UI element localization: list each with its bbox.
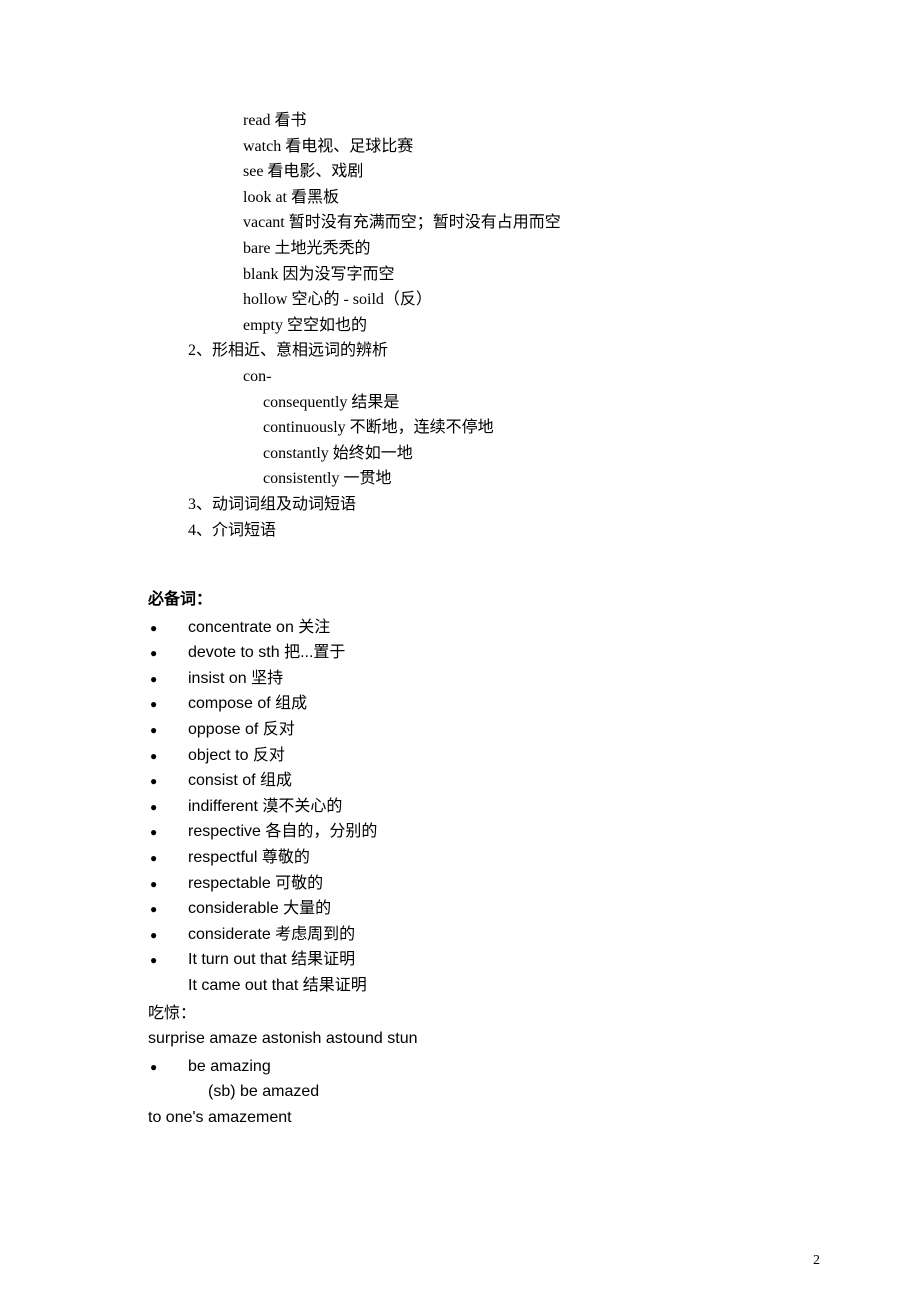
- surprise-title: 吃惊：: [148, 1001, 820, 1027]
- con-word: constantly 始终如一地: [263, 441, 820, 467]
- page-number: 2: [813, 1250, 820, 1272]
- list-item: insist on 坚持: [148, 666, 820, 692]
- word-line: vacant 暂时没有充满而空；暂时没有占用而空: [243, 210, 820, 236]
- list-item: It turn out that 结果证明: [148, 947, 820, 973]
- list-item: considerate 考虑周到的: [148, 922, 820, 948]
- word-line: hollow 空心的 - soild（反）: [243, 287, 820, 313]
- word-line: look at 看黑板: [243, 185, 820, 211]
- continuation-line: It came out that 结果证明: [188, 973, 820, 999]
- must-know-title: 必备词：: [148, 587, 820, 613]
- list-item: devote to sth 把...置于: [148, 640, 820, 666]
- amazing-list: be amazing: [148, 1054, 820, 1080]
- con-prefix-head: con-: [243, 364, 820, 390]
- numbered-item-4: 4、介词短语: [188, 518, 820, 544]
- list-item: respectful 尊敬的: [148, 845, 820, 871]
- must-know-list: concentrate on 关注 devote to sth 把...置于 i…: [148, 615, 820, 973]
- con-word: continuously 不断地，连续不停地: [263, 415, 820, 441]
- list-item: object to 反对: [148, 743, 820, 769]
- list-item: consist of 组成: [148, 768, 820, 794]
- word-line: bare 土地光秃秃的: [243, 236, 820, 262]
- con-word: consequently 结果是: [263, 390, 820, 416]
- list-item: compose of 组成: [148, 691, 820, 717]
- word-line: blank 因为没写字而空: [243, 262, 820, 288]
- list-item: indifferent 漠不关心的: [148, 794, 820, 820]
- list-item: oppose of 反对: [148, 717, 820, 743]
- list-item: respectable 可敬的: [148, 871, 820, 897]
- numbered-item-2: 2、形相近、意相远词的辨析: [188, 338, 820, 364]
- numbered-item-3: 3、动词词组及动词短语: [188, 492, 820, 518]
- word-line: watch 看电视、足球比赛: [243, 134, 820, 160]
- amazed-line: (sb) be amazed: [208, 1079, 820, 1105]
- surprise-synonyms: surprise amaze astonish astound stun: [148, 1026, 820, 1052]
- con-word: consistently 一贯地: [263, 466, 820, 492]
- list-item: concentrate on 关注: [148, 615, 820, 641]
- list-item: be amazing: [148, 1054, 820, 1080]
- list-item: respective 各自的，分别的: [148, 819, 820, 845]
- word-line: empty 空空如也的: [243, 313, 820, 339]
- word-line: see 看电影、戏剧: [243, 159, 820, 185]
- word-line: read 看书: [243, 108, 820, 134]
- list-item: considerable 大量的: [148, 896, 820, 922]
- word-definition-block: read 看书 watch 看电视、足球比赛 see 看电影、戏剧 look a…: [243, 108, 820, 338]
- amazement-line: to one's amazement: [148, 1105, 820, 1131]
